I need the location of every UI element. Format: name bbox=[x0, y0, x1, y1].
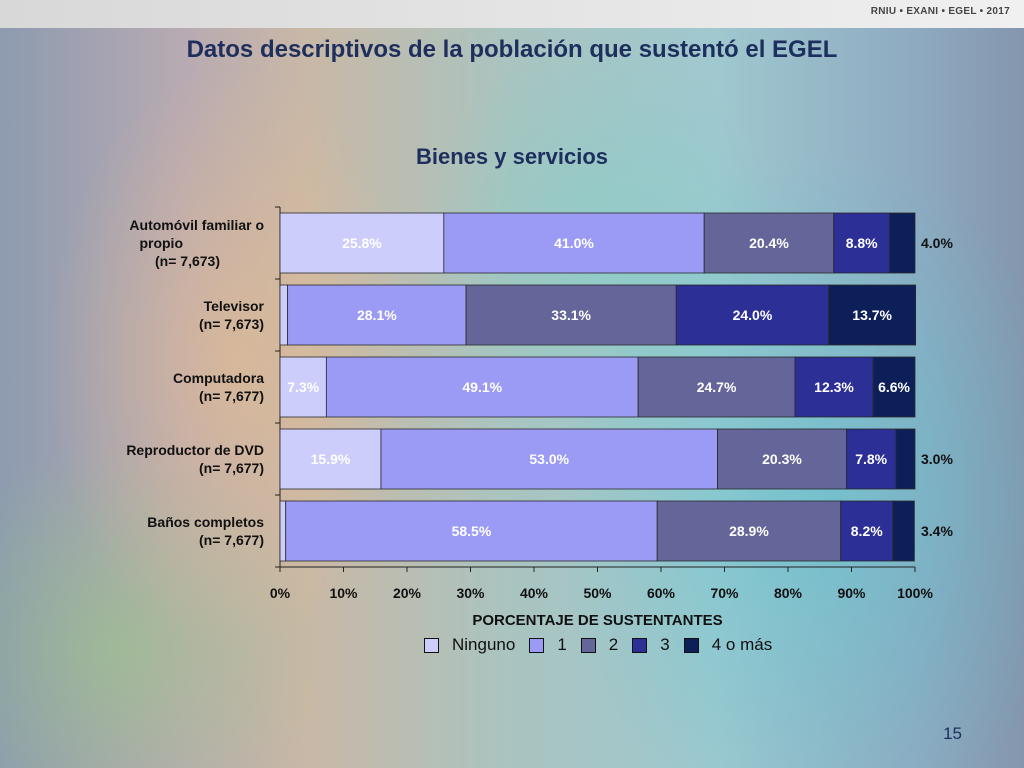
category-label: Automóvil familiar o bbox=[129, 217, 264, 233]
category-label: Computadora bbox=[173, 370, 264, 386]
data-label: 3.0% bbox=[921, 451, 953, 467]
legend-item-4-o-mas: 4 o más bbox=[683, 635, 773, 655]
bar-segment bbox=[380, 428, 718, 490]
x-tick-label: 20% bbox=[393, 585, 422, 601]
legend-swatch-2 bbox=[580, 637, 596, 653]
legend-label-ninguno: Ninguno bbox=[452, 635, 516, 654]
bar-segment bbox=[279, 212, 445, 274]
x-tick-label: 50% bbox=[583, 585, 612, 601]
legend-label-1: 1 bbox=[557, 635, 567, 654]
bar-segment bbox=[675, 284, 830, 346]
category-label: (n= 7,677) bbox=[199, 388, 264, 404]
bar-segment bbox=[840, 500, 894, 562]
data-label: 15.9% bbox=[311, 451, 351, 467]
legend-swatch-3 bbox=[632, 637, 648, 653]
category-label: Televisor bbox=[204, 298, 265, 314]
data-label: 12.3% bbox=[814, 379, 854, 395]
category-label: (n= 7,677) bbox=[199, 532, 264, 548]
bar-segment bbox=[325, 356, 639, 418]
data-label: 33.1% bbox=[551, 307, 591, 323]
x-axis-title: PORCENTAJE DE SUSTENTANTES bbox=[472, 612, 722, 629]
category-label: (n= 7,673) bbox=[155, 253, 220, 269]
data-label: 6.6% bbox=[878, 379, 910, 395]
data-label: 41.0% bbox=[554, 235, 594, 251]
data-label: 3.4% bbox=[921, 523, 953, 539]
category-label: propio bbox=[139, 235, 183, 251]
bar-segment bbox=[443, 212, 705, 274]
x-tick-label: 80% bbox=[774, 585, 803, 601]
data-label: 28.9% bbox=[729, 523, 769, 539]
legend-label-3: 3 bbox=[660, 635, 670, 654]
data-label: 58.5% bbox=[452, 523, 492, 539]
legend-swatch-4-o-mas bbox=[683, 637, 699, 653]
legend-item-3: 3 bbox=[632, 635, 670, 655]
bar-segment bbox=[794, 356, 874, 418]
bar-segment bbox=[285, 500, 658, 562]
x-tick-label: 30% bbox=[456, 585, 485, 601]
header-bar: RNIU • EXANI • EGEL • 2017 bbox=[0, 0, 1024, 28]
data-label: 53.0% bbox=[529, 451, 569, 467]
legend-label-4-o-mas: 4 o más bbox=[711, 635, 773, 654]
data-label: 8.2% bbox=[851, 523, 883, 539]
x-tick-label: 0% bbox=[270, 585, 291, 601]
legend-item-2: 2 bbox=[580, 635, 619, 655]
chart-legend: Ninguno 1 2 3 4 o más bbox=[424, 634, 786, 656]
slide-title: Datos descriptivos de la población que s… bbox=[186, 36, 838, 63]
legend-item-1: 1 bbox=[529, 635, 567, 655]
bar-segment bbox=[656, 500, 842, 562]
x-tick-label: 70% bbox=[710, 585, 739, 601]
brand-mark: RNIU • EXANI • EGEL • 2017 bbox=[870, 6, 1010, 17]
bar-segment bbox=[637, 356, 796, 418]
legend-swatch-ninguno bbox=[424, 637, 439, 653]
data-label: 25.8% bbox=[342, 235, 382, 251]
category-label: Baños completos bbox=[147, 514, 264, 530]
category-label: (n= 7,677) bbox=[199, 460, 264, 476]
x-tick-label: 100% bbox=[897, 585, 933, 601]
bar-segment bbox=[833, 212, 890, 274]
data-label: 24.7% bbox=[697, 379, 737, 395]
data-label: 20.3% bbox=[762, 451, 802, 467]
bar-segment bbox=[872, 356, 916, 418]
bar-segment bbox=[892, 500, 915, 562]
chart-title: Bienes y servicios bbox=[415, 144, 608, 169]
legend-label-2: 2 bbox=[608, 635, 619, 654]
bar-segment bbox=[828, 284, 917, 346]
page-number: 15 bbox=[943, 724, 962, 743]
data-label: 4.0% bbox=[921, 235, 953, 251]
bar-segment bbox=[287, 284, 467, 346]
x-tick-label: 10% bbox=[329, 585, 358, 601]
data-label: 13.7% bbox=[852, 307, 892, 323]
legend-item-ninguno: Ninguno bbox=[424, 635, 515, 655]
bar-segment bbox=[717, 428, 847, 490]
x-tick-label: 40% bbox=[520, 585, 549, 601]
data-label: 28.1% bbox=[357, 307, 397, 323]
data-label: 8.8% bbox=[846, 235, 878, 251]
category-label: Reproductor de DVD bbox=[126, 442, 264, 458]
x-tick-label: 60% bbox=[647, 585, 676, 601]
bar-segment bbox=[703, 212, 835, 274]
legend-swatch-1 bbox=[529, 637, 545, 653]
data-label: 7.8% bbox=[855, 451, 887, 467]
bar-segment bbox=[279, 284, 289, 346]
bar-segment bbox=[889, 212, 916, 274]
bar-segment bbox=[279, 500, 287, 562]
data-label: 7.3% bbox=[287, 379, 319, 395]
bar-segment bbox=[846, 428, 897, 490]
bar-segment bbox=[279, 356, 327, 418]
data-label: 49.1% bbox=[462, 379, 502, 395]
data-label: 20.4% bbox=[749, 235, 789, 251]
bar-segment bbox=[895, 428, 916, 490]
bar-segment bbox=[279, 428, 382, 490]
data-label: 24.0% bbox=[733, 307, 773, 323]
x-tick-label: 90% bbox=[837, 585, 866, 601]
category-label: (n= 7,673) bbox=[199, 316, 264, 332]
bar-segment bbox=[465, 284, 677, 346]
